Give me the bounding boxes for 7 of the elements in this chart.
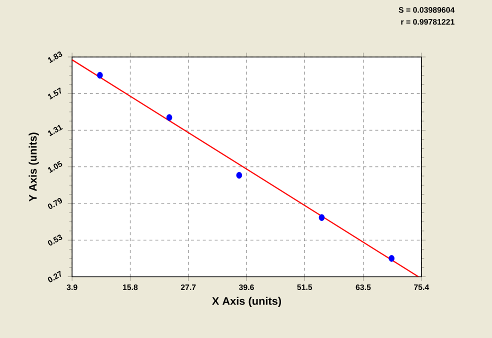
y-axis-title: Y Axis (units) [28, 132, 39, 202]
x-axis-title: X Axis (units) [212, 296, 282, 307]
point [236, 172, 242, 179]
point [97, 72, 103, 79]
point [388, 255, 394, 262]
point [166, 114, 172, 121]
point [318, 214, 325, 221]
